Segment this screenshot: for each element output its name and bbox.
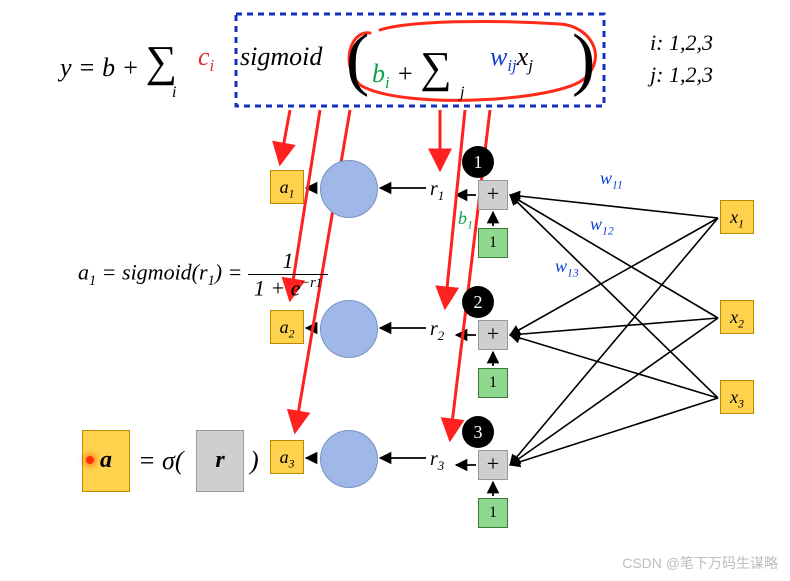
plus-1: + — [478, 180, 508, 210]
node-num-3: 3 — [462, 416, 494, 448]
x-edges — [510, 195, 718, 465]
x1-box: x1 — [720, 200, 754, 234]
j-range: j: 1,2,3 — [650, 62, 713, 88]
watermark: CSDN @笔下万码生谋略 — [622, 553, 778, 573]
rparen: ) — [572, 20, 595, 100]
sigma-j: ∑ — [420, 43, 451, 92]
r2-label: r2 — [430, 318, 444, 344]
plus-2: + — [478, 320, 508, 350]
r3-label: r3 — [430, 448, 444, 474]
a3-box: a3 — [270, 440, 304, 474]
eq-sigmoid-word: sigmoid — [240, 42, 322, 72]
r1-label: r1 — [430, 178, 444, 204]
eq-bi: bi + ∑ — [372, 42, 452, 93]
sigmoid-formula: a1 = sigmoid(r1) = 11 + e−r1 — [78, 248, 328, 301]
sigma-i: ∑ — [146, 37, 177, 86]
lparen: ( — [346, 20, 369, 100]
x2-box: x2 — [720, 300, 754, 334]
vec-eq-sigma: = σ( — [138, 446, 184, 476]
sigmoid-node-1 — [320, 160, 378, 218]
bias-one-2: 1 — [478, 368, 508, 398]
w13-label: w13 — [555, 256, 579, 280]
b1-label: b1 — [458, 208, 473, 232]
vec-r-box: r — [196, 430, 244, 492]
vec-eq-close: ) — [250, 446, 259, 476]
w12-label: w12 — [590, 214, 614, 238]
i-range: i: 1,2,3 — [650, 30, 713, 56]
node-num-2: 2 — [462, 286, 494, 318]
sigmoid-node-3 — [320, 430, 378, 488]
node-num-1: 1 — [462, 146, 494, 178]
plus-3: + — [478, 450, 508, 480]
bias-one-3: 1 — [478, 498, 508, 528]
bias-one-1: 1 — [478, 228, 508, 258]
a2-box: a2 — [270, 310, 304, 344]
w11-label: w11 — [600, 168, 623, 192]
red-dot-icon — [86, 456, 94, 464]
sigma-i-sub: i — [172, 84, 176, 102]
eq-wij-xj: wijxj — [490, 42, 533, 76]
eq-ci: ci — [198, 42, 214, 76]
equation-main: y = b + ∑ — [60, 36, 177, 87]
eq-y: y — [60, 53, 72, 82]
a1-box: a1 — [270, 170, 304, 204]
sigma-j-sub: j — [460, 84, 464, 102]
sigmoid-node-2 — [320, 300, 378, 358]
fraction: 11 + e−r1 — [248, 248, 328, 301]
x3-box: x3 — [720, 380, 754, 414]
